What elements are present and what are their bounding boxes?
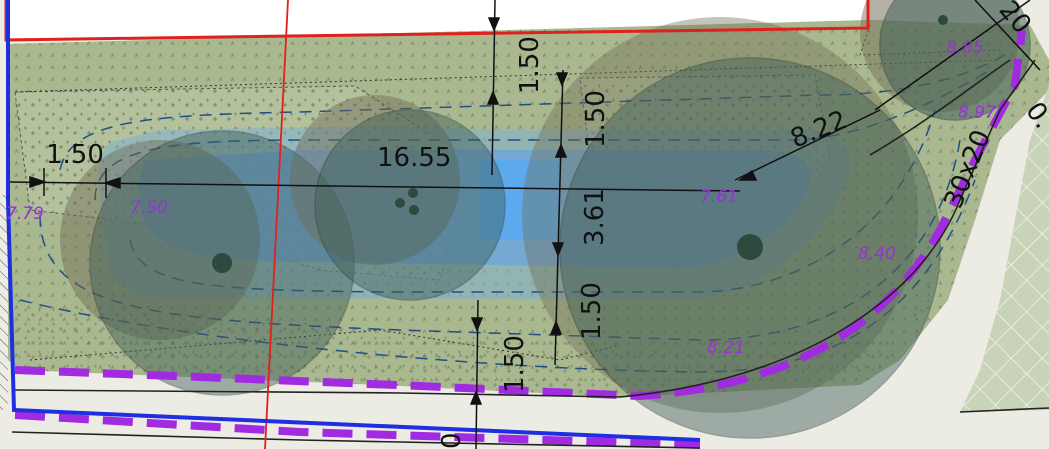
dim-depth: 3.61 bbox=[580, 188, 610, 246]
water-core bbox=[480, 160, 560, 240]
red-reference-line bbox=[264, 0, 289, 449]
grading-limit-line-lower bbox=[14, 411, 701, 449]
water-basin-inner bbox=[138, 150, 811, 268]
tree-canopy-4 bbox=[314, 109, 506, 301]
dim-left-width: 1.50 bbox=[46, 140, 104, 170]
dim-bottom-mark: 0 bbox=[437, 432, 467, 449]
elevation-label: 8.85 bbox=[946, 38, 984, 58]
elevation-label: 8.97 bbox=[958, 103, 996, 123]
lower-planting bbox=[15, 260, 940, 395]
property-boundary bbox=[6, 0, 701, 442]
elevation-label: 8.40 bbox=[858, 244, 896, 264]
dimension-lines bbox=[9, 0, 1041, 449]
dim-bottom-clearance: 1.50 bbox=[577, 282, 607, 340]
elevation-label: 7.61 bbox=[700, 187, 738, 207]
dim-length: 16.55 bbox=[377, 143, 451, 173]
elevation-label: 7.79 bbox=[6, 204, 44, 224]
dim-bottom-clearance-2: 1.50 bbox=[500, 335, 530, 393]
elevation-label: 8.21 bbox=[707, 338, 745, 358]
grading-limit-line bbox=[14, 29, 1026, 401]
dim-top-clearance-2: 1.50 bbox=[581, 90, 611, 148]
ramp-area-hatch bbox=[960, 85, 1049, 412]
elevation-label: 7.50 bbox=[130, 198, 168, 218]
curb-lines bbox=[11, 59, 1049, 449]
wall-hatch bbox=[0, 195, 8, 410]
tree-canopy-1 bbox=[60, 140, 260, 340]
tree-canopy-3 bbox=[290, 95, 460, 265]
tree-trunks bbox=[212, 15, 948, 273]
tree-canopy-8 bbox=[879, 0, 1031, 121]
dim-top-clearance: 1.50 bbox=[515, 36, 545, 94]
tree-canopy-5 bbox=[522, 17, 918, 413]
